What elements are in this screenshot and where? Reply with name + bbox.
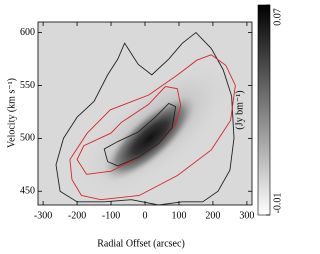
x-tick-label: -300	[34, 210, 52, 221]
contour	[103, 102, 177, 167]
contour	[69, 54, 236, 201]
y-tick-label: 550	[20, 80, 35, 91]
x-tick-label: -100	[102, 210, 120, 221]
colorbar-tick-label: 0.07	[272, 8, 283, 26]
colorbar	[257, 4, 271, 216]
chart: Radial Offset (arcsec) Velocity (km s⁻¹)…	[6, 4, 283, 249]
y-tick-label: 500	[20, 133, 35, 144]
y-tick-label: 450	[20, 186, 35, 197]
contour	[55, 31, 235, 206]
x-tick-label: 0	[143, 210, 148, 221]
colorbar-tick-label: -0.01	[272, 193, 283, 214]
x-tick-label: 100	[171, 210, 186, 221]
x-axis-label: Radial Offset (arcsec)	[97, 238, 185, 249]
x-tick-label: -200	[68, 210, 86, 221]
x-tick-label: 200	[205, 210, 220, 221]
colorbar-label: (Jy bm⁻¹)	[234, 90, 245, 129]
x-tick-label: 300	[239, 210, 254, 221]
y-tick-label: 600	[20, 27, 35, 38]
y-axis-label: Velocity (km s⁻¹)	[6, 78, 17, 148]
